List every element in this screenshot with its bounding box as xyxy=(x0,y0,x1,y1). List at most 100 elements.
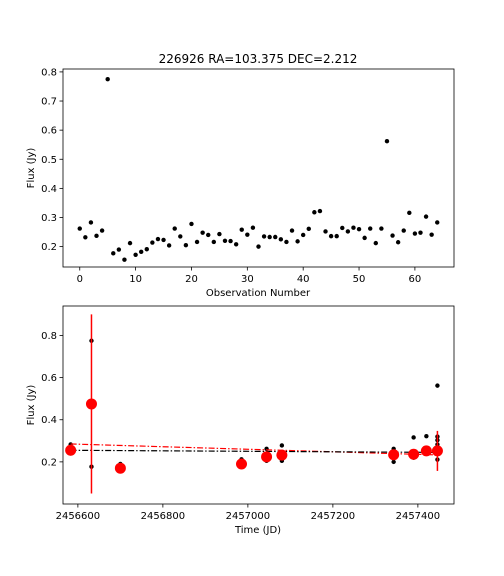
x-tick-label: 2457000 xyxy=(226,511,271,522)
data-point xyxy=(379,226,384,231)
binned-point xyxy=(85,398,97,410)
data-point xyxy=(384,139,390,144)
data-point xyxy=(250,225,256,230)
x-tick-label: 0 xyxy=(77,274,83,285)
data-point xyxy=(88,220,94,225)
fit-line-red xyxy=(70,443,438,456)
data-point xyxy=(144,247,149,252)
data-point xyxy=(273,234,278,240)
data-point xyxy=(217,231,222,237)
data-point xyxy=(99,228,105,233)
fit-line-black xyxy=(70,449,438,453)
top-chart-xlabel: Observation Number xyxy=(206,288,311,299)
y-tick-label: 0.4 xyxy=(41,415,57,426)
data-point xyxy=(77,226,82,231)
data-point xyxy=(139,249,144,255)
y-tick-label: 0.6 xyxy=(41,126,57,137)
data-point xyxy=(83,235,88,240)
binned-point xyxy=(114,462,126,474)
top-chart-title: 226926 RA=103.375 DEC=2.212 xyxy=(159,52,358,66)
data-point xyxy=(401,228,406,233)
data-point xyxy=(300,232,306,238)
y-tick-label: 0.8 xyxy=(41,67,57,78)
x-tick-label: 10 xyxy=(129,274,142,285)
data-point xyxy=(407,210,412,216)
data-point xyxy=(295,239,300,244)
data-point xyxy=(435,220,440,225)
data-point xyxy=(127,240,133,246)
data-point xyxy=(172,226,177,231)
data-point xyxy=(116,247,122,252)
data-point xyxy=(423,214,429,219)
x-tick-label: 2456800 xyxy=(141,511,186,522)
data-point xyxy=(239,227,244,232)
binned-point xyxy=(276,449,288,461)
data-point xyxy=(267,234,272,240)
data-point xyxy=(411,435,416,440)
data-point xyxy=(245,232,250,237)
data-point xyxy=(194,239,200,245)
data-point xyxy=(328,233,334,239)
data-point xyxy=(111,251,116,256)
data-point xyxy=(289,228,295,233)
bottom-chart: 2456600 2456800 2457000 2457200 2457400 0.2 0… xyxy=(26,305,455,536)
binned-point xyxy=(388,449,400,461)
data-point xyxy=(206,232,211,238)
data-point xyxy=(351,225,356,230)
x-tick-label: 2457200 xyxy=(311,511,356,522)
bottom-chart-frame xyxy=(62,305,455,505)
x-tick-label: 50 xyxy=(353,274,366,285)
bottom-chart-ylabel: Flux (Jy) xyxy=(26,385,37,426)
y-tick-label: 0.4 xyxy=(41,184,57,195)
data-point xyxy=(323,229,328,234)
x-tick-label: 60 xyxy=(409,274,422,285)
data-point xyxy=(435,383,440,388)
data-point xyxy=(200,230,205,235)
binned-point xyxy=(261,451,273,463)
y-tick-label: 0.8 xyxy=(41,331,57,342)
data-point xyxy=(94,233,99,239)
y-tick-label: 0.5 xyxy=(41,155,57,166)
x-tick-label: 20 xyxy=(185,274,198,285)
binned-point xyxy=(420,445,432,457)
data-point xyxy=(284,239,289,245)
data-point xyxy=(183,242,189,248)
data-point xyxy=(340,225,345,231)
top-chart: 226926 RA=103.375 DEC=2.212 0 10 20 30 40 50 6… xyxy=(26,52,455,299)
data-point xyxy=(412,231,418,236)
data-point xyxy=(356,226,362,232)
data-point xyxy=(133,252,138,257)
data-point xyxy=(178,234,183,239)
binned-point xyxy=(65,444,77,456)
data-point xyxy=(362,235,367,241)
data-point xyxy=(155,236,161,242)
x-tick-label: 2457400 xyxy=(396,511,441,522)
data-point xyxy=(278,237,284,242)
data-point xyxy=(317,208,323,214)
data-point xyxy=(306,226,311,232)
data-point xyxy=(391,459,396,465)
y-tick-label: 0.2 xyxy=(41,242,57,253)
data-point xyxy=(150,240,155,245)
data-point xyxy=(261,234,267,239)
data-point xyxy=(233,242,239,247)
binned-point xyxy=(408,448,420,460)
data-point xyxy=(368,226,373,231)
top-chart-frame xyxy=(62,68,455,268)
data-point xyxy=(256,244,261,249)
binned-point xyxy=(236,458,247,470)
y-tick-label: 0.3 xyxy=(41,213,57,224)
bottom-chart-xlabel: Time (JD) xyxy=(234,525,281,536)
y-tick-label: 0.6 xyxy=(41,373,57,384)
x-tick-label: 30 xyxy=(241,274,254,285)
y-tick-label: 0.2 xyxy=(41,457,57,468)
data-point xyxy=(279,443,285,448)
data-point xyxy=(105,76,110,82)
binned-point xyxy=(431,445,443,457)
data-point xyxy=(228,238,233,244)
data-point xyxy=(390,233,395,238)
data-point xyxy=(189,221,194,227)
data-point xyxy=(418,230,423,235)
y-tick-label: 0.7 xyxy=(41,97,57,108)
x-tick-label: 40 xyxy=(297,274,310,285)
